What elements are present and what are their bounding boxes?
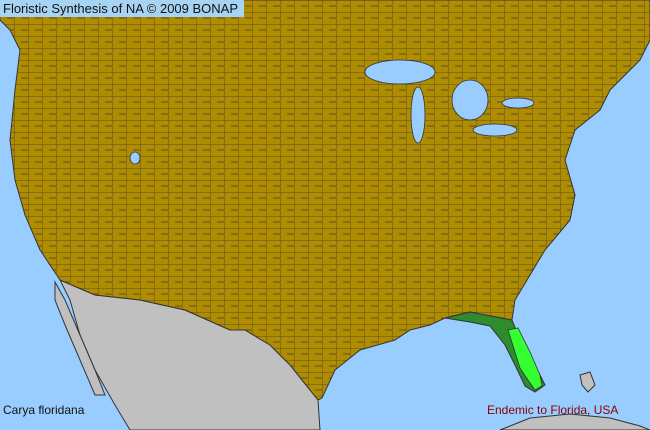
cuba xyxy=(499,413,650,430)
florida-state-present xyxy=(444,311,546,393)
great-lakes xyxy=(129,59,535,165)
baja-california xyxy=(54,280,106,396)
copyright-label: Floristic Synthesis of NA © 2009 BONAP xyxy=(0,0,245,17)
florida-counties-present xyxy=(507,327,543,391)
bahamas xyxy=(579,371,596,393)
species-name: Carya floridana xyxy=(3,403,85,417)
distribution-status: Endemic to Florida, USA xyxy=(487,403,619,417)
